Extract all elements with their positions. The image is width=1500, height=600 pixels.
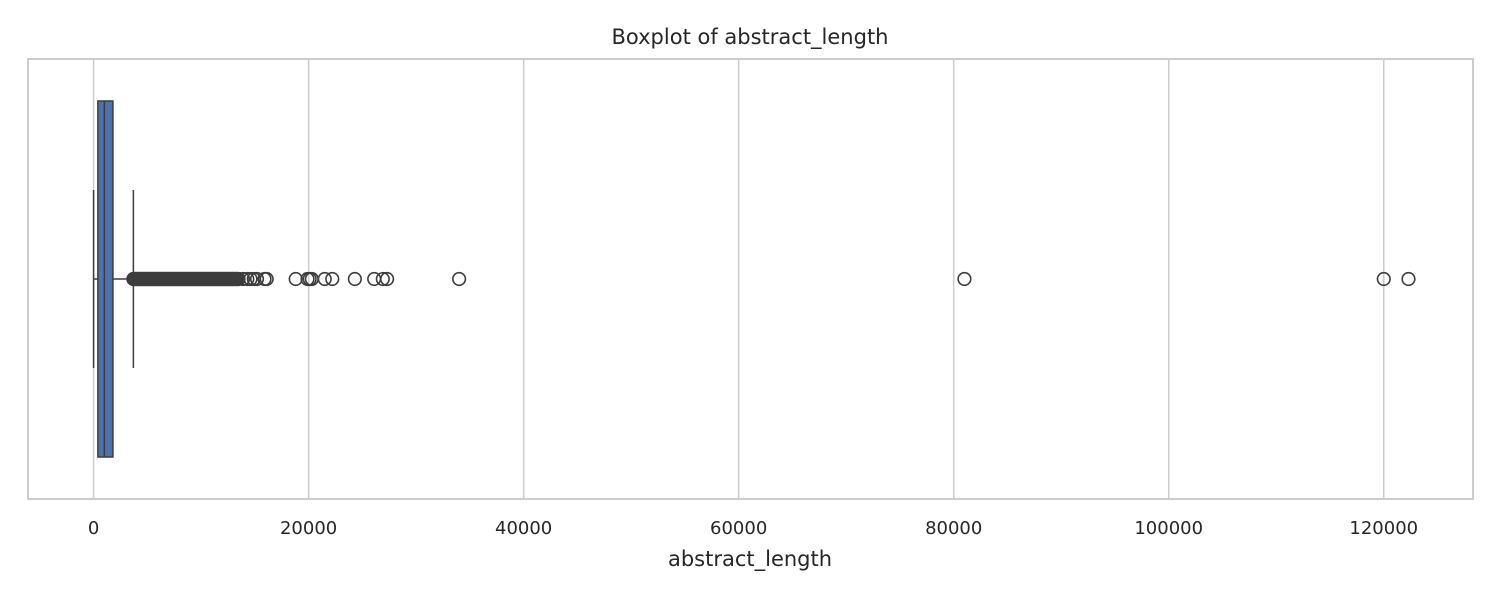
- x-tick-label: 60000: [710, 518, 767, 539]
- x-tick-label: 0: [88, 518, 99, 539]
- outlier-point: [375, 271, 390, 287]
- x-tick-label: 40000: [495, 518, 552, 539]
- outlier-point: [288, 271, 303, 287]
- outliers: [126, 271, 1416, 287]
- x-tick-label: 20000: [280, 518, 337, 539]
- chart-title: Boxplot of abstract_length: [612, 25, 889, 50]
- outlier-point: [1401, 271, 1416, 287]
- outlier-point: [347, 271, 362, 287]
- x-axis-ticks: 0 20000 40000 60000 80000 100000 120000: [88, 518, 1418, 539]
- outlier-point: [325, 271, 340, 287]
- outlier-point: [452, 271, 467, 287]
- outlier-point: [235, 271, 251, 287]
- outlier-point: [957, 271, 972, 287]
- x-tick-label: 100000: [1134, 518, 1203, 539]
- plot-frame: [27, 58, 1474, 500]
- outlier-point: [259, 271, 274, 287]
- outlier-point: [317, 271, 332, 287]
- outlier-point: [1376, 271, 1391, 287]
- grid-lines: [92, 59, 1385, 499]
- box-group: [92, 100, 135, 458]
- outlier-point: [379, 271, 395, 287]
- x-tick-label: 120000: [1349, 518, 1418, 539]
- x-axis-label: abstract_length: [668, 547, 832, 572]
- outlier-point: [249, 271, 265, 287]
- x-tick-label: 80000: [925, 518, 982, 539]
- iqr-box: [97, 100, 114, 458]
